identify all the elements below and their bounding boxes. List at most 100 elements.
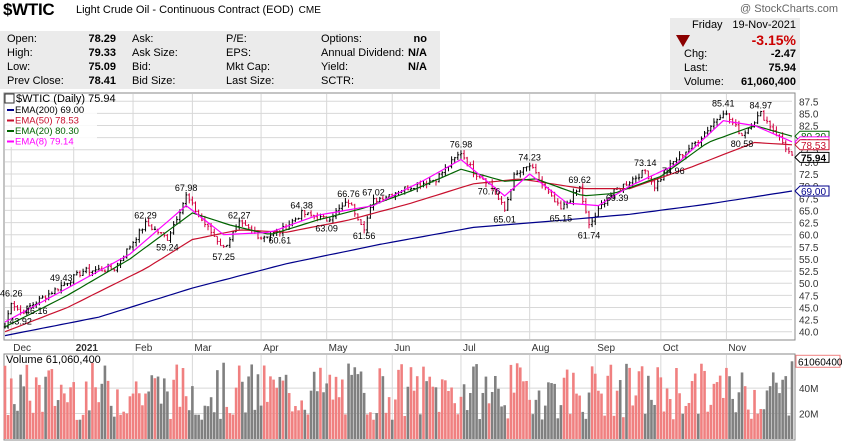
- volume-bar: [703, 370, 706, 439]
- volume-bar: [13, 404, 16, 439]
- dividend-value: N/A: [408, 47, 427, 59]
- volume-bar: [622, 417, 625, 439]
- volume-bar: [603, 415, 606, 439]
- last-value: 75.94: [768, 62, 796, 74]
- volume-bar: [690, 381, 694, 439]
- ema20-line: [4, 124, 793, 328]
- volume-bar: [609, 364, 613, 439]
- volume-bar: [297, 410, 300, 439]
- volume-bar: [203, 405, 207, 439]
- volume-bar: [534, 399, 538, 439]
- volume-bar: [444, 380, 447, 439]
- volume-bar: [628, 367, 631, 439]
- percent-change: -3.15%: [751, 32, 796, 48]
- volume-bar: [512, 392, 516, 439]
- sctr-label: SCTR:: [321, 75, 354, 87]
- volume-bar: [693, 373, 697, 439]
- volume-bar: [450, 387, 453, 439]
- volume-bar: [312, 371, 316, 439]
- volume-bar: [578, 395, 581, 439]
- volume-title: Volume 61,060,400: [6, 354, 101, 366]
- volume-bar: [731, 398, 734, 439]
- volume-bar: [278, 376, 282, 439]
- open-label: Open:: [7, 33, 37, 45]
- volume-bar: [606, 375, 610, 439]
- volume-bar: [9, 378, 13, 439]
- volume-bar: [262, 365, 266, 439]
- volume-bar: [253, 409, 257, 439]
- volume-bar: [672, 419, 675, 439]
- volume-bar: [97, 402, 100, 439]
- volume-bar: [406, 386, 410, 439]
- volume-bar: [56, 400, 60, 439]
- volume-bar: [447, 390, 450, 439]
- price-annotation: 85.41: [712, 98, 735, 108]
- volume-bar: [150, 375, 154, 439]
- summary-panel: Friday 19-Nov-2021 -3.15% Chg: -2.47 Las…: [670, 18, 800, 90]
- volume-bar: [231, 414, 235, 439]
- price-annotation: 76.98: [450, 139, 473, 149]
- volume-bar: [319, 367, 322, 439]
- volume-bar: [359, 371, 363, 439]
- volume-bar: [284, 374, 288, 439]
- price-annotation: 63.09: [315, 224, 338, 234]
- volume-bar: [422, 366, 425, 439]
- volume-bar: [615, 390, 619, 439]
- volume-bar: [390, 419, 394, 439]
- volume-bar: [381, 376, 385, 439]
- volume-bar: [281, 380, 285, 439]
- price-annotation: 67.98: [175, 183, 198, 193]
- chg-value: -2.47: [770, 48, 796, 60]
- volume-bar: [309, 390, 313, 439]
- volume-bar: [503, 405, 506, 439]
- date-label: 19-Nov-2021: [732, 19, 796, 31]
- volume-bar: [275, 387, 279, 439]
- volume-bar: [540, 419, 544, 439]
- volume-bar: [750, 418, 753, 439]
- volume-bar: [106, 380, 110, 439]
- volume-bar: [250, 364, 254, 439]
- volume-bar: [559, 405, 563, 439]
- price-annotation: 73.14: [634, 158, 657, 168]
- volume-bar: [556, 418, 560, 439]
- volume-bar: [294, 406, 297, 439]
- price-annotation: 70.76: [478, 186, 501, 196]
- volume-bar: [787, 415, 791, 439]
- volume-bar: [397, 369, 400, 439]
- volume-bar: [122, 411, 125, 439]
- volume-bar: [771, 372, 775, 439]
- volume-bar: [141, 405, 144, 439]
- copyright-link[interactable]: @ StockCharts.com: [740, 3, 838, 15]
- volume-bar: [34, 377, 38, 439]
- x-month-label: Jul: [463, 343, 476, 354]
- high-value: 79.33: [88, 47, 116, 59]
- volume-bar: [44, 376, 47, 439]
- volume-tick-label: 20M: [799, 410, 818, 421]
- volume-bar: [344, 414, 347, 439]
- volume-bar: [431, 386, 435, 439]
- volume-bar: [553, 383, 556, 439]
- volume-bar: [66, 402, 69, 439]
- volume-bar: [522, 381, 525, 439]
- y-tick-label: 42.5: [799, 316, 819, 327]
- price-annotation: 74.96: [662, 166, 685, 176]
- volume-bar: [481, 392, 485, 439]
- volume-bar: [72, 382, 76, 439]
- volume-bar: [675, 368, 678, 439]
- volume-bar: [656, 367, 660, 439]
- volume-bar: [191, 386, 194, 439]
- volume-bar: [650, 399, 653, 439]
- day-label: Friday: [692, 19, 723, 31]
- series-lines: [3, 110, 794, 337]
- volume-bar: [490, 391, 494, 439]
- price-annotation: 65.15: [550, 214, 573, 224]
- volume-bar: [144, 393, 147, 439]
- volume-bar: [41, 411, 44, 439]
- volume-bar: [365, 414, 369, 439]
- volume-bar: [291, 411, 294, 439]
- volume-bar: [500, 406, 503, 439]
- volume-bar: [647, 375, 650, 439]
- y-tick-label: 82.5: [799, 122, 819, 133]
